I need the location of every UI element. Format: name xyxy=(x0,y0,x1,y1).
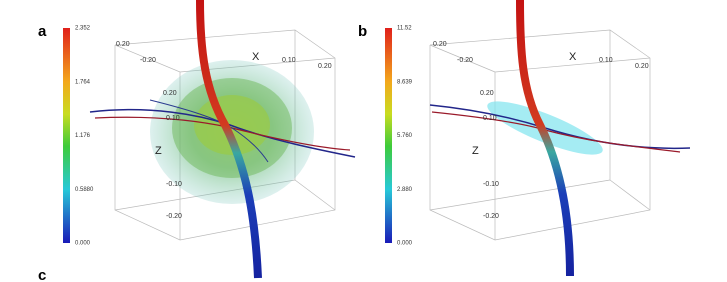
axis-tick-label: 0.10 xyxy=(282,57,296,64)
axis-label: Z xyxy=(472,145,479,157)
axis-tick-label: 0.20 xyxy=(318,63,332,70)
panel-label: c xyxy=(38,267,46,282)
colorbar-label: 8.639 xyxy=(397,79,413,85)
axis-tick-label: -0.20 xyxy=(457,57,473,64)
axis-label: X xyxy=(252,51,260,63)
panel-b-scene xyxy=(429,0,691,277)
axis-tick-label: -0.10 xyxy=(166,181,182,188)
axis-tick-label: 0.20 xyxy=(480,90,494,97)
colorbar-label: 0.000 xyxy=(75,241,91,247)
axis-label: X xyxy=(569,51,577,63)
colorbar-label: 2.880 xyxy=(397,187,413,193)
colorbar xyxy=(63,28,70,243)
axis-tick-label: 0.20 xyxy=(163,90,177,97)
panel-a-scene xyxy=(89,0,356,279)
axis-label: Z xyxy=(155,145,162,157)
colorbar-label: 0.5880 xyxy=(75,187,94,193)
axis-tick-label: -0.20 xyxy=(140,57,156,64)
axis-tick-label: 0.10 xyxy=(483,115,497,122)
axis-tick-label: 0.10 xyxy=(166,115,180,122)
colorbar-label: 1.176 xyxy=(75,133,91,139)
axis-tick-label: 0.20 xyxy=(116,41,130,48)
colorbar-label: 11.52 xyxy=(397,26,412,32)
panel-label: a xyxy=(38,23,47,40)
colorbar xyxy=(385,28,392,243)
panel-label: b xyxy=(358,23,367,40)
axis-tick-label: 0.20 xyxy=(433,41,447,48)
colorbar-label: 2.352 xyxy=(75,26,91,32)
axis-tick-label: -0.20 xyxy=(483,213,499,220)
axis-tick-label: 0.20 xyxy=(635,63,649,70)
axis-tick-label: 0.10 xyxy=(599,57,613,64)
axis-tick-label: -0.10 xyxy=(483,181,499,188)
colorbar-label: 5.760 xyxy=(397,133,413,139)
colorbar-label: 1.764 xyxy=(75,79,91,85)
colorbar-label: 0.000 xyxy=(397,241,413,247)
axis-tick-label: -0.20 xyxy=(166,213,182,220)
